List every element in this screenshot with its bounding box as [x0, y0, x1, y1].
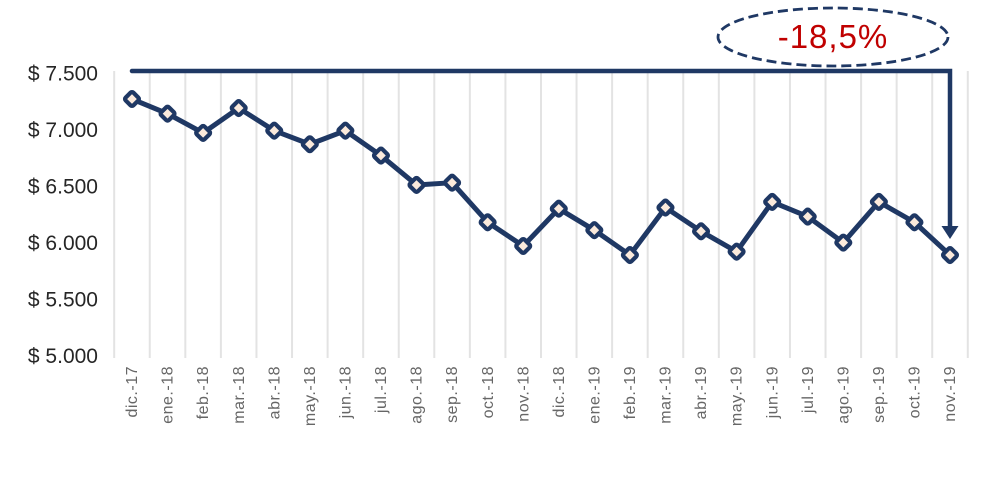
data-point-marker — [407, 175, 426, 194]
y-axis-tick-label: $ 6.500 — [28, 175, 98, 198]
arrow-head — [941, 226, 959, 240]
data-point-marker — [940, 246, 960, 265]
y-axis-tick-labels: $ 7.500 $ 7.000 $ 6.500 $ 6.000 $ 5.500 $ 5.0… — [28, 62, 98, 368]
data-point-marker — [691, 222, 711, 241]
data-point-marker — [727, 242, 746, 261]
x-axis-tick-label: jun.-19 — [764, 366, 781, 419]
x-axis-tick-label: abr.-18 — [266, 366, 283, 419]
x-axis-tick-label: ago.-19 — [835, 366, 852, 424]
x-axis-tick-label: oct.-18 — [480, 366, 497, 418]
x-axis-tick-labels: dic.-17 ene.-18 feb.-18 mar.-18 abr.-18 may.-… — [124, 366, 959, 426]
annotation-ellipse — [716, 6, 950, 68]
x-axis-tick-label: mar.-19 — [658, 366, 675, 424]
x-axis-tick-label: ene.-18 — [160, 366, 177, 424]
x-axis-tick-label: nov.-18 — [515, 366, 532, 422]
vertical-gridlines — [113, 71, 969, 358]
data-point-marker — [549, 199, 568, 218]
data-series — [122, 89, 960, 265]
y-axis-tick-label: $ 5.500 — [28, 289, 98, 312]
x-axis-tick-label: sep.-18 — [444, 366, 461, 423]
data-point-marker — [229, 99, 248, 118]
x-axis-tick-label: jul.-19 — [800, 366, 817, 414]
y-axis-tick-label: $ 7.500 — [28, 62, 98, 85]
x-axis-tick-label: jun.-18 — [337, 366, 354, 419]
x-axis-tick-label: sep.-19 — [871, 366, 888, 423]
data-point-marker — [620, 246, 639, 265]
x-axis-tick-label: abr.-19 — [693, 366, 710, 419]
y-axis-tick-label: $ 5.000 — [28, 345, 98, 368]
y-axis-tick-label: $ 7.000 — [28, 119, 98, 142]
x-axis-tick-label: feb.-18 — [195, 366, 212, 419]
data-point-marker — [585, 221, 604, 240]
data-point-marker — [265, 121, 284, 140]
drop-arrow-annotation — [129, 68, 959, 240]
annotation-label: -18,5% — [778, 18, 889, 55]
data-point-marker — [514, 236, 533, 256]
x-axis-tick-label: nov.-19 — [942, 366, 959, 422]
data-point-marker — [869, 192, 888, 211]
data-point-marker — [798, 207, 817, 226]
data-point-marker — [158, 104, 177, 123]
x-axis-tick-label: ago.-18 — [409, 366, 426, 424]
x-axis-tick-label: may.-19 — [729, 366, 746, 426]
x-axis-tick-label: oct.-19 — [907, 366, 924, 418]
data-point-marker — [834, 233, 853, 252]
x-axis-tick-label: dic.-18 — [551, 366, 568, 418]
annotation-elbow-line — [129, 68, 953, 229]
data-point-marker — [656, 198, 675, 217]
x-axis-tick-label: ene.-19 — [586, 366, 603, 424]
x-axis-tick-label: mar.-18 — [231, 366, 248, 424]
data-point-marker — [300, 135, 319, 154]
x-axis-tick-label: may.-18 — [302, 366, 319, 426]
x-axis-tick-label: dic.-17 — [124, 366, 141, 418]
data-point-marker — [905, 213, 924, 232]
y-axis-tick-label: $ 6.000 — [28, 232, 98, 255]
data-point-marker — [478, 213, 497, 232]
x-axis-tick-label: feb.-19 — [622, 366, 639, 419]
x-axis-tick-label: jul.-18 — [373, 366, 390, 414]
data-point-marker — [336, 121, 355, 140]
data-point-marker — [122, 89, 142, 109]
data-point-marker — [371, 146, 390, 165]
data-point-marker — [763, 192, 782, 211]
data-point-marker — [443, 173, 462, 192]
data-point-marker — [194, 123, 213, 142]
